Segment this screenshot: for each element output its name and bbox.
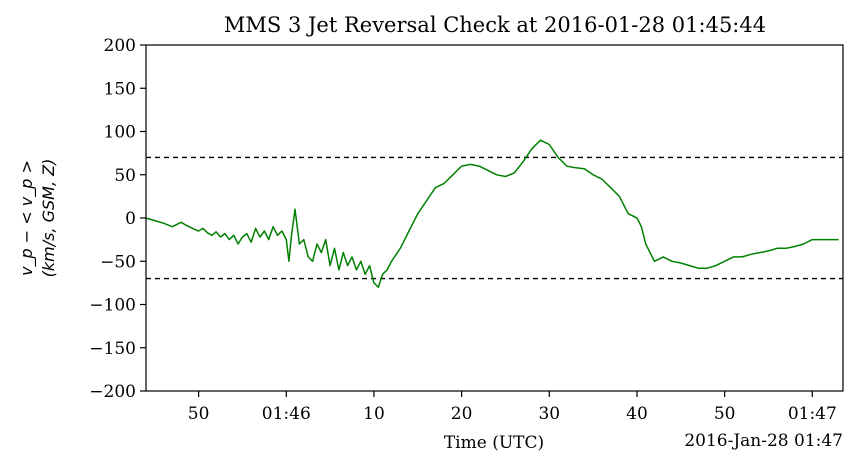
x-tick-label: 30 [538,404,560,424]
x-tick-label: 50 [714,404,736,424]
y-tick-label: 0 [125,209,136,229]
x-tick-label: 01:47 [788,404,837,424]
x-tick-label: 20 [451,404,473,424]
x-tick-label: 50 [188,404,210,424]
y-tick-label: 200 [104,36,136,56]
x-tick-label: 10 [363,404,385,424]
x-tick-label: 40 [626,404,648,424]
y-tick-label: −200 [89,382,136,402]
plot-frame [145,44,844,392]
x-axis-label: Time (UTC) [444,433,544,453]
y-tick-label: 50 [114,166,136,186]
y-ticks: 200 150 100 50 0 −50 −100 −150 −200 [89,36,146,402]
date-offset-label: 2016-Jan-28 01:47 [684,431,843,451]
y-axis-label-line1: v_p − < v_p > [17,160,37,276]
y-tick-label: −50 [100,252,136,272]
y-tick-label: −100 [89,296,136,316]
y-tick-label: 100 [104,123,136,143]
y-axis-label-line2: (km/s, GSM, Z) [39,159,58,278]
series-line [145,139,839,288]
y-tick-label: 150 [104,79,136,99]
y-tick-label: −150 [89,339,136,359]
plot-area: 200 150 100 50 0 −50 −100 −150 −200 50 01:46 10 20 3… [89,36,844,424]
x-ticks: 50 01:46 10 20 30 40 50 01:47 [188,391,837,424]
x-tick-label: 01:46 [262,404,311,424]
chart-title: MMS 3 Jet Reversal Check at 2016-01-28 0… [224,13,766,37]
y-axis-label: v_p − < v_p > (km/s, GSM, Z) [17,159,58,278]
